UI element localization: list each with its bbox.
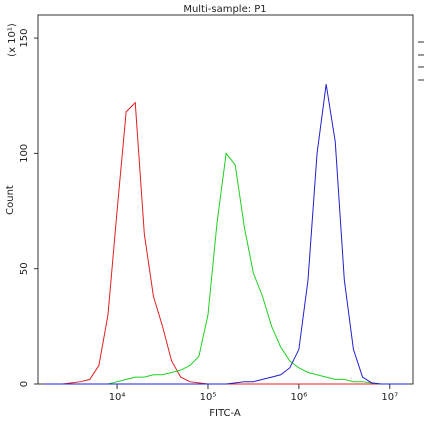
y-tick-label: 50 [19, 262, 30, 275]
chart-title: Multi-sample: P1 [183, 4, 266, 15]
x-tick-label: 10⁵ [200, 392, 217, 403]
y-axis-label: Count [5, 185, 16, 215]
x-tick-label: 10⁶ [291, 392, 308, 403]
legend [418, 41, 424, 81]
x-tick-label: 10⁷ [381, 392, 398, 403]
y-unit-label: (x 10¹) [7, 23, 18, 57]
y-tick-label: 100 [19, 144, 30, 163]
y-tick-label: 0 [19, 381, 30, 387]
x-tick-label: 10⁴ [109, 392, 126, 403]
y-tick-label: 150 [19, 29, 30, 48]
histogram-line [44, 101, 408, 385]
x-axis-label: FITC-A [209, 408, 241, 419]
plot-frame [37, 14, 414, 385]
histogram-line [44, 84, 408, 385]
